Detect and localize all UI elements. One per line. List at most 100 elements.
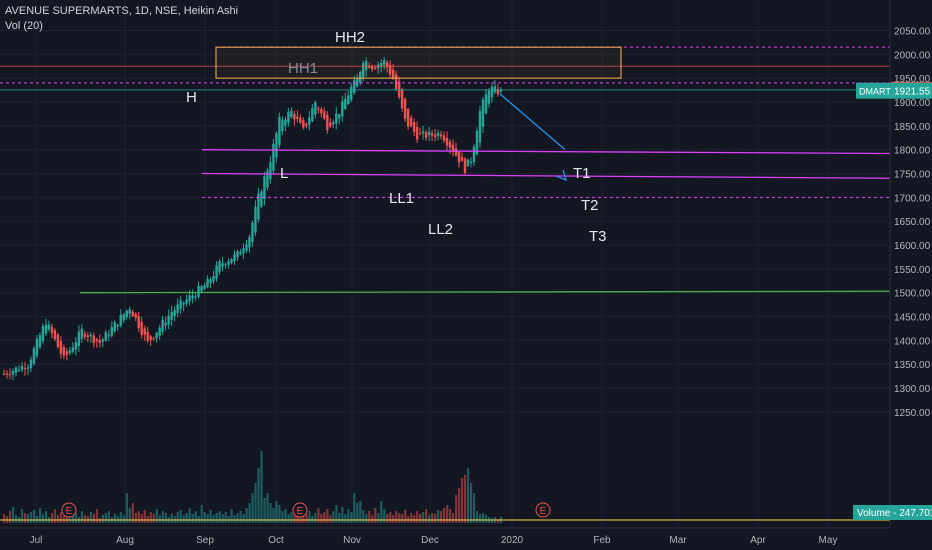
candle-body[interactable] — [391, 69, 395, 79]
candle-body[interactable] — [403, 98, 407, 119]
candle-body[interactable] — [185, 299, 188, 304]
candle-body[interactable] — [152, 338, 155, 340]
candle-body[interactable] — [287, 111, 290, 123]
candle-body[interactable] — [475, 130, 479, 155]
candle-body[interactable] — [224, 264, 227, 266]
candle-body[interactable] — [466, 159, 470, 166]
annotation-label-ll1[interactable]: LL1 — [389, 190, 414, 207]
candle-body[interactable] — [317, 108, 320, 110]
candle-body[interactable] — [305, 123, 308, 126]
candle-body[interactable] — [161, 319, 164, 332]
candle-body[interactable] — [176, 304, 179, 314]
candle-body[interactable] — [137, 315, 140, 329]
earnings-marker-label[interactable]: E — [540, 506, 547, 517]
candle-body[interactable] — [164, 322, 167, 326]
candle-body[interactable] — [406, 108, 410, 127]
candle-body[interactable] — [134, 313, 137, 318]
candle-body[interactable] — [427, 131, 431, 136]
candle-body[interactable] — [481, 99, 485, 127]
candle-body[interactable] — [329, 122, 332, 127]
candle-body[interactable] — [359, 72, 362, 83]
candle-body[interactable] — [400, 89, 404, 109]
candle-body[interactable] — [385, 62, 389, 68]
candle-body[interactable] — [460, 157, 464, 161]
candle-body[interactable] — [194, 296, 197, 298]
candle-body[interactable] — [278, 117, 281, 146]
target-line-t2[interactable] — [201, 172, 891, 179]
candle-body[interactable] — [293, 113, 296, 120]
candle-body[interactable] — [215, 265, 218, 279]
candle-body[interactable] — [14, 367, 18, 373]
candle-body[interactable] — [53, 329, 57, 340]
annotation-label-t3[interactable]: T3 — [589, 228, 607, 245]
candle-body[interactable] — [47, 324, 51, 330]
candle-body[interactable] — [143, 328, 146, 335]
candle-body[interactable] — [2, 373, 6, 375]
candle-body[interactable] — [170, 312, 173, 320]
candle-body[interactable] — [128, 309, 131, 314]
earnings-marker-icon[interactable] — [61, 502, 77, 518]
candle-body[interactable] — [188, 295, 191, 302]
resistance-zone-box[interactable] — [215, 46, 622, 79]
candle-body[interactable] — [182, 302, 185, 305]
candle-body[interactable] — [436, 132, 440, 136]
candle-body[interactable] — [11, 370, 15, 375]
candle-body[interactable] — [263, 176, 266, 199]
candle-body[interactable] — [472, 146, 476, 163]
annotation-label-hh1[interactable]: HH1 — [288, 60, 318, 77]
candle-body[interactable] — [266, 170, 269, 188]
candle-body[interactable] — [350, 86, 353, 100]
candle-body[interactable] — [116, 324, 119, 327]
candle-body[interactable] — [379, 63, 383, 67]
candle-body[interactable] — [275, 133, 278, 158]
candle-body[interactable] — [236, 251, 239, 258]
candle-body[interactable] — [248, 236, 251, 248]
candle-body[interactable] — [206, 279, 209, 288]
candle-body[interactable] — [26, 367, 30, 369]
candle-body[interactable] — [415, 126, 419, 140]
candle-body[interactable] — [80, 328, 84, 339]
candle-body[interactable] — [394, 74, 398, 89]
candle-body[interactable] — [326, 114, 329, 131]
candle-body[interactable] — [239, 252, 242, 255]
candle-body[interactable] — [20, 366, 24, 371]
candle-body[interactable] — [218, 261, 221, 272]
candle-body[interactable] — [86, 335, 90, 338]
candle-body[interactable] — [388, 64, 392, 75]
candle-body[interactable] — [140, 322, 143, 336]
candle-body[interactable] — [320, 109, 323, 114]
candle-body[interactable] — [332, 122, 335, 125]
candle-body[interactable] — [17, 370, 21, 372]
candle-body[interactable] — [119, 314, 122, 326]
candle-body[interactable] — [35, 338, 39, 357]
candle-body[interactable] — [29, 359, 33, 369]
candle-body[interactable] — [158, 327, 161, 336]
candle-body[interactable] — [155, 332, 158, 339]
candle-body[interactable] — [230, 259, 233, 264]
candle-body[interactable] — [418, 133, 422, 135]
candle-body[interactable] — [254, 206, 257, 233]
candle-body[interactable] — [5, 373, 9, 375]
candle-body[interactable] — [457, 151, 461, 163]
candle-body[interactable] — [77, 331, 81, 346]
annotation-label-t1[interactable]: T1 — [573, 165, 591, 182]
candle-body[interactable] — [149, 336, 152, 341]
candle-body[interactable] — [233, 254, 236, 262]
candle-body[interactable] — [107, 334, 110, 337]
annotation-label-l[interactable]: L — [280, 165, 288, 182]
annotation-label-t2[interactable]: T2 — [581, 197, 599, 214]
candle-body[interactable] — [260, 191, 263, 207]
candle-body[interactable] — [445, 138, 449, 146]
candle-body[interactable] — [113, 322, 116, 332]
candle-body[interactable] — [478, 110, 482, 143]
volume-indicator-label[interactable]: Vol (20) — [5, 20, 43, 32]
candle-body[interactable] — [59, 340, 63, 354]
candle-body[interactable] — [373, 67, 377, 69]
candle-body[interactable] — [338, 114, 341, 119]
candle-body[interactable] — [463, 158, 467, 173]
candle-body[interactable] — [290, 110, 293, 118]
earnings-marker-label[interactable]: E — [297, 506, 304, 517]
candle-body[interactable] — [430, 133, 434, 136]
candle-body[interactable] — [272, 144, 275, 171]
